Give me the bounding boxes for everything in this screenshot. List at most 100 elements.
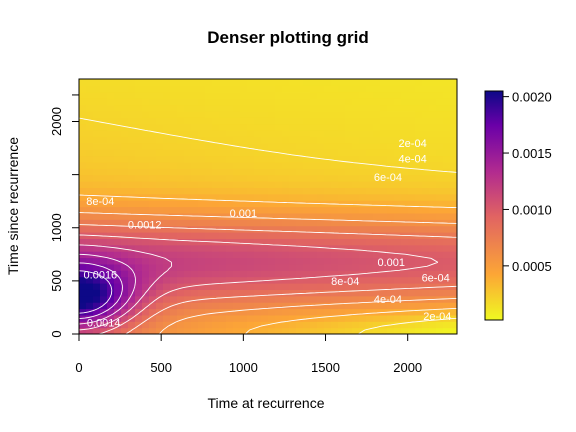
heatmap-cell bbox=[198, 161, 206, 169]
heatmap-cell bbox=[107, 270, 115, 278]
heatmap-cell bbox=[352, 244, 360, 252]
heatmap-cell bbox=[205, 206, 213, 214]
heatmap-cell bbox=[247, 117, 255, 125]
heatmap-cell bbox=[429, 117, 437, 125]
heatmap-cell bbox=[415, 327, 423, 334]
heatmap-cell bbox=[198, 174, 206, 182]
heatmap-cell bbox=[401, 98, 409, 106]
heatmap-cell bbox=[380, 174, 388, 182]
x-tick-label: 1000 bbox=[229, 360, 258, 375]
heatmap-cell bbox=[422, 321, 430, 329]
heatmap-cell bbox=[401, 257, 409, 265]
heatmap-cell bbox=[317, 283, 325, 290]
heatmap-cell bbox=[415, 149, 423, 157]
heatmap-cell bbox=[359, 79, 367, 86]
heatmap-cell bbox=[219, 193, 227, 201]
heatmap-cell bbox=[191, 238, 199, 246]
heatmap-cell bbox=[107, 263, 115, 271]
heatmap-cell bbox=[443, 79, 451, 86]
heatmap-cell bbox=[121, 295, 129, 303]
heatmap-cell bbox=[163, 85, 171, 93]
heatmap-cell bbox=[226, 225, 234, 233]
heatmap-cell bbox=[170, 91, 178, 99]
heatmap-cell bbox=[219, 206, 227, 214]
heatmap-cell bbox=[156, 136, 164, 144]
heatmap-cell bbox=[170, 314, 178, 322]
heatmap-cell bbox=[310, 85, 318, 93]
heatmap-cell bbox=[338, 187, 346, 195]
heatmap-cell bbox=[142, 155, 150, 163]
heatmap-cell bbox=[107, 238, 115, 246]
heatmap-cell bbox=[261, 136, 269, 144]
heatmap-cell bbox=[142, 136, 150, 144]
heatmap-cell bbox=[289, 130, 297, 137]
heatmap-cell bbox=[394, 193, 402, 201]
heatmap-cell bbox=[289, 232, 297, 239]
heatmap-cell bbox=[254, 123, 262, 131]
heatmap-cell bbox=[191, 276, 199, 284]
heatmap-cell bbox=[177, 161, 185, 169]
heatmap-cell bbox=[443, 181, 451, 188]
heatmap-cell bbox=[135, 142, 143, 150]
heatmap-cell bbox=[450, 200, 457, 208]
heatmap-cell bbox=[212, 219, 220, 227]
heatmap-cell bbox=[387, 104, 395, 112]
heatmap-cell bbox=[359, 187, 367, 195]
heatmap-cell bbox=[324, 91, 332, 99]
heatmap-cell bbox=[219, 85, 227, 93]
heatmap-cell bbox=[128, 110, 136, 118]
heatmap-cell bbox=[345, 79, 353, 86]
heatmap-cell bbox=[247, 104, 255, 112]
heatmap-cell bbox=[247, 263, 255, 271]
contour-label: 2e-04 bbox=[423, 311, 451, 323]
heatmap-cell bbox=[93, 91, 101, 99]
heatmap-cell bbox=[282, 136, 290, 144]
heatmap-cell bbox=[387, 123, 395, 131]
heatmap-cell bbox=[100, 212, 108, 220]
heatmap-cell bbox=[184, 79, 192, 86]
heatmap-cell bbox=[114, 79, 122, 86]
heatmap-cell bbox=[303, 257, 311, 265]
heatmap-cell bbox=[254, 91, 262, 99]
heatmap-cell bbox=[142, 98, 150, 106]
heatmap-cell bbox=[359, 168, 367, 176]
heatmap-cell bbox=[429, 238, 437, 246]
heatmap-cell bbox=[240, 276, 248, 284]
heatmap-cell bbox=[254, 174, 262, 182]
heatmap-cell bbox=[219, 168, 227, 176]
heatmap-cell bbox=[268, 174, 276, 182]
heatmap-cell bbox=[191, 263, 199, 271]
heatmap-cell bbox=[310, 117, 318, 125]
heatmap-cell bbox=[338, 219, 346, 227]
heatmap-cell bbox=[422, 79, 430, 86]
heatmap-cell bbox=[212, 302, 220, 310]
heatmap-cell bbox=[268, 295, 276, 303]
heatmap-cell bbox=[401, 168, 409, 176]
heatmap-cell bbox=[93, 117, 101, 125]
heatmap-cell bbox=[450, 225, 457, 233]
heatmap-cell bbox=[170, 238, 178, 246]
heatmap-cell bbox=[177, 212, 185, 220]
heatmap-cell bbox=[79, 174, 87, 182]
heatmap-cell bbox=[401, 91, 409, 99]
heatmap-cell bbox=[415, 142, 423, 150]
heatmap-cell bbox=[170, 263, 178, 271]
heatmap-cell bbox=[86, 225, 94, 233]
heatmap-cell bbox=[310, 283, 318, 290]
heatmap-cell bbox=[254, 79, 262, 86]
heatmap-cell bbox=[296, 110, 304, 118]
heatmap-cell bbox=[394, 130, 402, 137]
heatmap-cell bbox=[247, 79, 255, 86]
heatmap-cell bbox=[100, 193, 108, 201]
heatmap-cell bbox=[205, 193, 213, 201]
heatmap-cell bbox=[156, 212, 164, 220]
heatmap-cell bbox=[177, 327, 185, 334]
heatmap-cell bbox=[436, 168, 444, 176]
heatmap-cell bbox=[310, 270, 318, 278]
heatmap-cell bbox=[114, 104, 122, 112]
heatmap-cell bbox=[352, 206, 360, 214]
heatmap-cell bbox=[331, 187, 339, 195]
heatmap-cell bbox=[401, 238, 409, 246]
heatmap-cell bbox=[380, 142, 388, 150]
heatmap-cell bbox=[415, 110, 423, 118]
